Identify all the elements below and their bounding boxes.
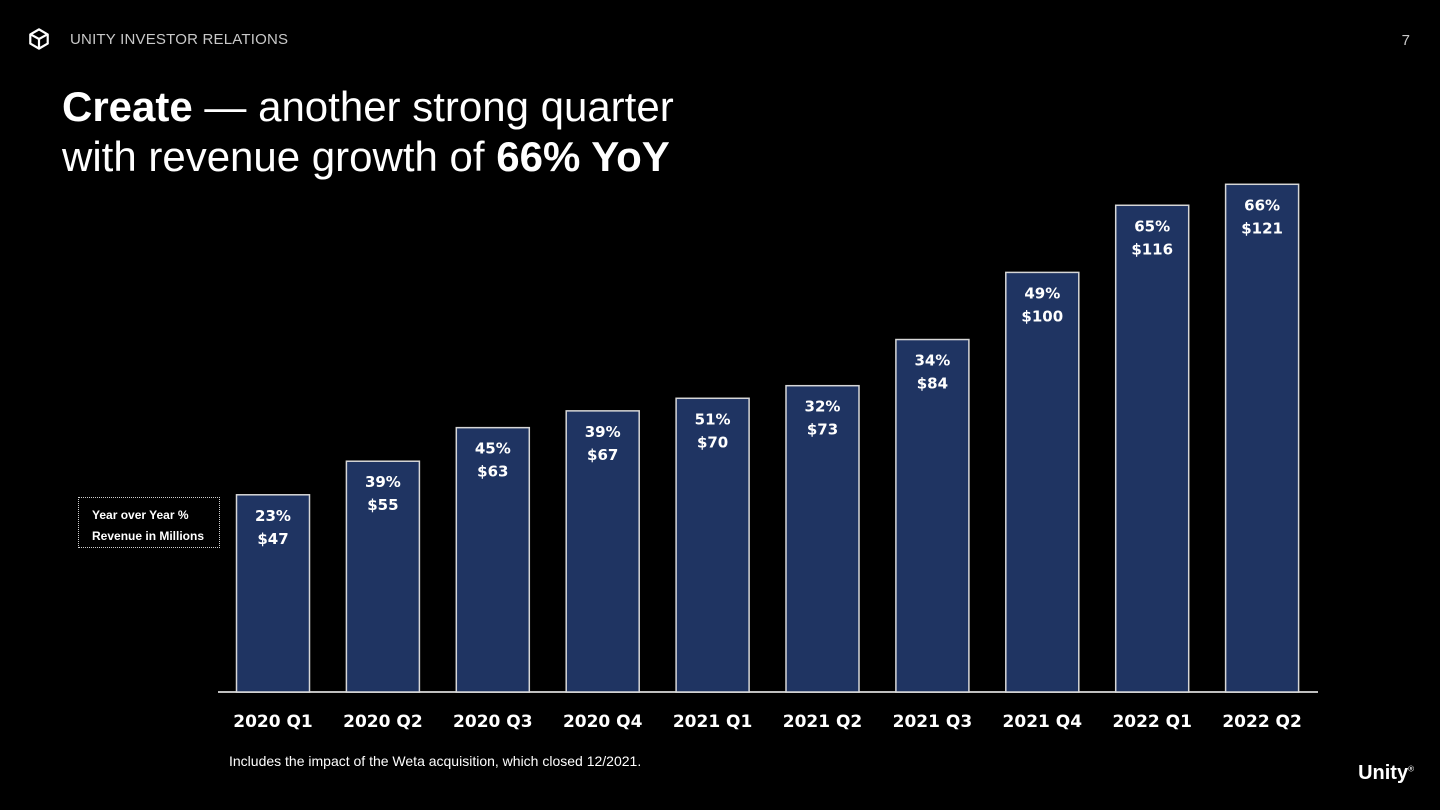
unity-logo: Unity® — [1358, 762, 1414, 785]
bar-yoy-label: 23% — [255, 507, 291, 525]
x-tick-label: 2021 Q4 — [1003, 712, 1083, 732]
bar-value-label: $70 — [697, 433, 728, 451]
bar-value-label: $47 — [257, 530, 288, 548]
x-tick-label: 2021 Q3 — [893, 712, 973, 732]
bar-2020-q2 — [345, 460, 421, 693]
x-tick-label: 2020 Q4 — [563, 712, 643, 732]
chart-legend: Year over Year % Revenue in Millions — [78, 497, 220, 548]
bar-yoy-label: 65% — [1134, 217, 1170, 235]
title-text-2: with revenue growth of — [62, 133, 497, 180]
bar-value-label: $100 — [1021, 307, 1063, 325]
bar-value-label: $84 — [917, 375, 948, 393]
bar-2021-q1 — [675, 397, 750, 693]
x-tick-label: 2021 Q1 — [673, 712, 753, 732]
bar-2021-q2 — [785, 384, 860, 693]
x-tick-label: 2021 Q2 — [783, 712, 863, 732]
bar-value-label: $63 — [477, 463, 508, 481]
bar-value-label: $67 — [587, 446, 618, 464]
page-number: 7 — [1401, 32, 1410, 49]
bar-yoy-label: 39% — [585, 423, 621, 441]
bar-value-label: $121 — [1241, 219, 1283, 237]
bar-yoy-label: 51% — [695, 410, 731, 428]
bar-value-label: $116 — [1131, 240, 1173, 258]
x-tick-label: 2022 Q1 — [1112, 712, 1192, 732]
footnote: Includes the impact of the Weta acquisit… — [229, 753, 642, 769]
x-tick-label: 2020 Q3 — [453, 712, 533, 732]
page-title: Create — another strong quarter with rev… — [62, 82, 674, 182]
bar-yoy-label: 39% — [365, 473, 401, 491]
title-bold-create: Create — [62, 83, 193, 130]
bar-2021-q3 — [895, 338, 970, 693]
header: UNITY INVESTOR RELATIONS — [28, 28, 288, 50]
title-text-1: — another strong quarter — [192, 83, 674, 130]
bar-2020-q1 — [235, 494, 311, 693]
bar-2021-q4 — [1005, 271, 1080, 693]
title-bold-growth: 66% YoY — [496, 133, 670, 180]
bar-yoy-label: 66% — [1244, 196, 1280, 214]
section-label: UNITY INVESTOR RELATIONS — [70, 30, 289, 48]
bar-2020-q4 — [565, 410, 640, 693]
brand-registered-mark: ® — [1408, 764, 1414, 774]
bar-yoy-label: 45% — [475, 440, 511, 458]
brand-name: Unity — [1358, 762, 1409, 784]
bar-2022-q2 — [1224, 183, 1300, 693]
bar-2020-q3 — [455, 426, 531, 693]
legend-yoy: Year over Year % — [92, 508, 189, 522]
legend-revenue: Revenue in Millions — [92, 529, 205, 543]
bar-value-label: $55 — [367, 496, 398, 514]
x-tick-label: 2020 Q1 — [233, 712, 313, 732]
bar-2022-q1 — [1114, 204, 1190, 693]
x-tick-label: 2020 Q2 — [343, 712, 423, 732]
bar-value-label: $73 — [807, 421, 838, 439]
bar-yoy-label: 32% — [805, 398, 841, 416]
x-tick-label: 2022 Q2 — [1222, 712, 1302, 732]
bar-yoy-label: 49% — [1024, 284, 1060, 302]
unity-cube-icon — [29, 28, 49, 50]
bar-yoy-label: 34% — [914, 352, 950, 370]
